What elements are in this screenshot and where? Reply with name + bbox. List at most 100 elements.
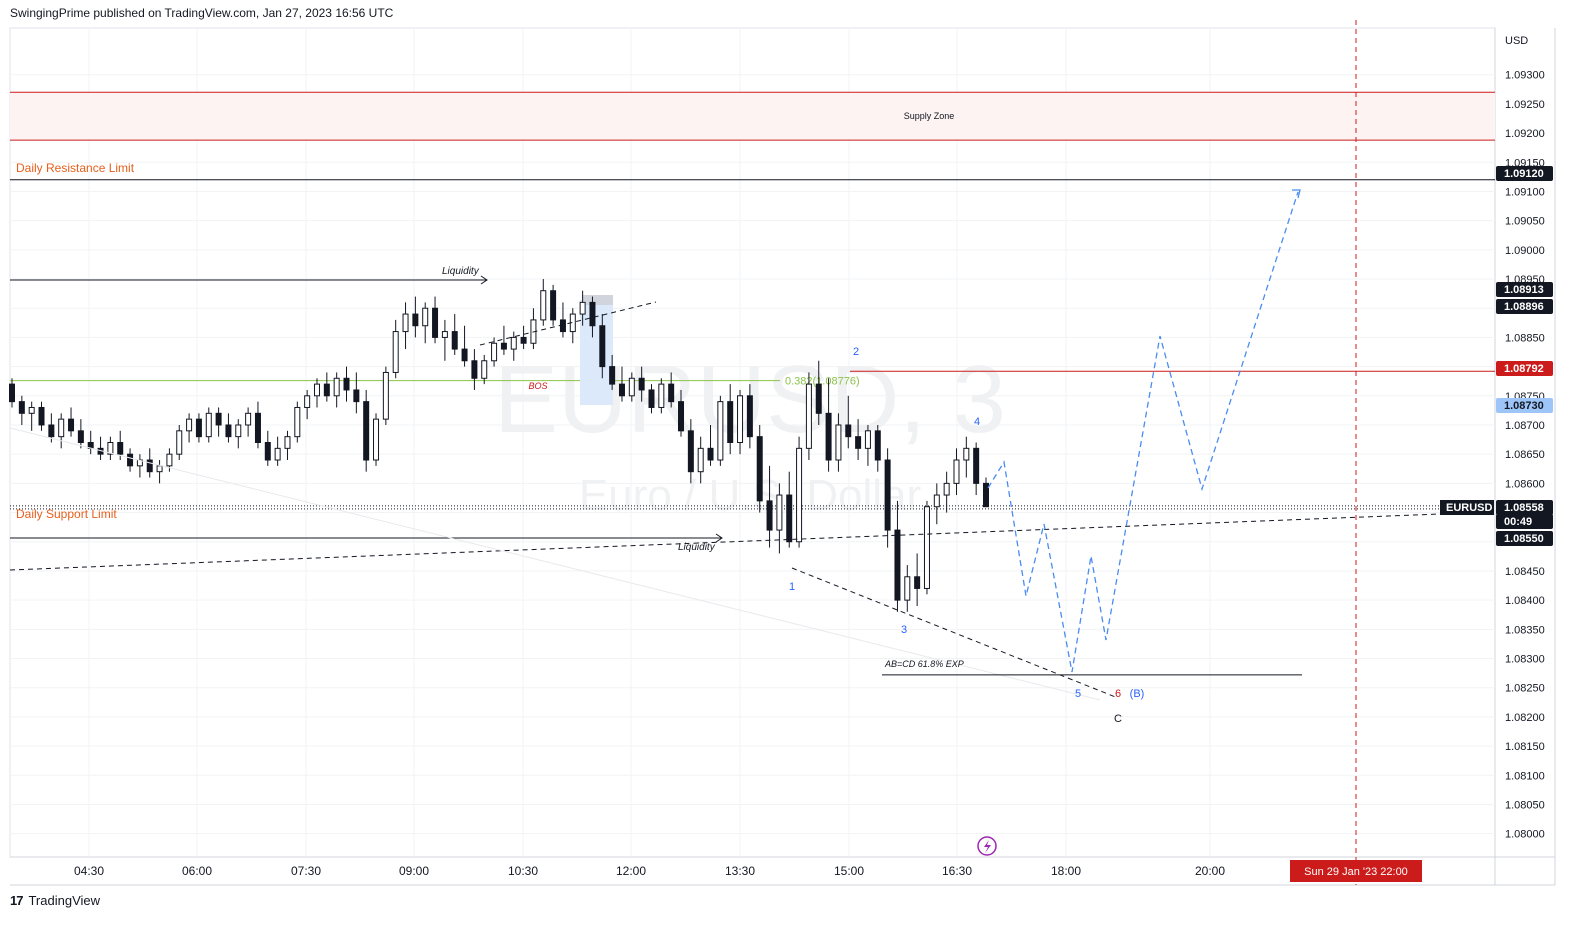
time-axis[interactable]: 04:30 06:00 07:30 09:00 10:30 12:00 13:30 15:00…	[74, 860, 1422, 882]
candle	[205, 407, 212, 443]
price-tag-label: 1.08896	[1504, 301, 1544, 313]
candle	[609, 354, 616, 390]
y-tick-label: 1.08200	[1505, 712, 1545, 724]
y-tick-label: 1.09050	[1505, 216, 1545, 228]
candle	[805, 372, 812, 461]
candle	[48, 413, 55, 443]
candle	[550, 284, 557, 326]
y-tick-label: 1.08600	[1505, 478, 1545, 490]
x-tick-label: 13:30	[725, 864, 755, 878]
candle	[923, 500, 930, 595]
price-tag-label: 1.08792	[1504, 363, 1544, 375]
candle-body	[707, 447, 714, 461]
candle-body	[973, 447, 980, 484]
candle	[225, 413, 232, 443]
candle-body	[638, 377, 645, 391]
candle-body	[599, 325, 606, 368]
candle	[717, 395, 724, 466]
watermark-name: Euro / U.S. Dollar	[579, 471, 921, 520]
candle-body	[579, 301, 586, 315]
candle	[904, 565, 911, 612]
candle	[589, 296, 596, 338]
candle-body	[727, 401, 734, 443]
price-tag: 1.08792	[1496, 361, 1553, 376]
candle	[323, 372, 330, 402]
date-tag: Sun 29 Jan '23 22:00	[1304, 866, 1408, 878]
candle	[481, 354, 488, 385]
candle-body	[805, 383, 812, 449]
candle-body	[687, 430, 694, 473]
candle-body	[628, 377, 635, 397]
overlays: Liquidity Liquidity AB=CD 61.8% EXP 1 2 3 4 5 6 (…	[9, 20, 1441, 885]
candle-body	[254, 412, 261, 443]
candle-body	[500, 342, 507, 350]
trendline-wave	[791, 567, 1119, 699]
price-axis[interactable]: 1.093001.092501.092001.091501.091001.090…	[1440, 35, 1553, 841]
x-tick-label: 20:00	[1195, 864, 1225, 878]
candle-body	[481, 360, 488, 379]
projection-arrow-icon	[1292, 189, 1301, 199]
candle-body	[195, 418, 202, 438]
price-tag-bg	[1496, 282, 1553, 297]
price-tag-bg	[1496, 514, 1553, 529]
liquidity-label-top: Liquidity	[442, 266, 480, 277]
liquidity-label-bottom: Liquidity	[678, 542, 716, 553]
candle-body	[284, 436, 291, 449]
candle	[569, 308, 576, 344]
candle	[530, 308, 537, 350]
wave-label: C	[1114, 713, 1122, 725]
price-tag-bg	[1496, 166, 1553, 181]
candle	[540, 279, 547, 326]
candle-body	[107, 442, 114, 455]
candle-body	[432, 307, 439, 338]
candle-body	[589, 301, 596, 327]
candle-body	[205, 412, 212, 438]
candle-body	[461, 348, 468, 362]
candle	[156, 460, 163, 484]
candle-body	[884, 459, 891, 531]
candle-body	[618, 383, 625, 397]
x-tick-label: 09:00	[399, 864, 429, 878]
candle-body	[68, 418, 75, 432]
candle-body	[402, 313, 409, 333]
candle	[707, 424, 714, 466]
candle	[68, 407, 75, 437]
candle	[668, 372, 675, 408]
candle-body	[363, 401, 370, 461]
candle-body	[510, 336, 517, 350]
candle-body	[796, 447, 803, 543]
candle	[353, 372, 360, 414]
wave-label: (B)	[1130, 688, 1145, 700]
candle	[766, 465, 773, 548]
y-tick-label: 1.09100	[1505, 186, 1545, 198]
candle	[245, 407, 252, 437]
projection-path	[987, 191, 1299, 673]
bos-label: BOS	[528, 381, 547, 391]
candle	[284, 430, 291, 461]
candle-body	[746, 395, 753, 438]
candle	[392, 319, 399, 379]
x-tick-label: 06:00	[182, 864, 212, 878]
lightning-bolt-icon	[984, 840, 991, 853]
zones: Supply Zone Daily Resistance Limit Daily S…	[10, 91, 1495, 521]
candle-body	[786, 494, 793, 543]
candle	[648, 384, 655, 414]
candle-body	[540, 290, 547, 321]
candle-body	[18, 401, 25, 414]
bos-highlight	[580, 300, 613, 405]
candle	[559, 302, 566, 338]
y-tick-label: 1.08850	[1505, 332, 1545, 344]
candle-body	[382, 371, 389, 420]
candle	[845, 395, 852, 449]
candle	[737, 389, 744, 455]
candle-body	[923, 506, 930, 589]
candle	[638, 366, 645, 402]
wave-label: 1	[789, 581, 795, 593]
y-tick-label: 1.08100	[1505, 770, 1545, 782]
candles	[9, 279, 989, 612]
candle-body	[323, 383, 330, 397]
candle	[914, 553, 921, 606]
candle-body	[914, 576, 921, 589]
price-tag-label: 1.08913	[1504, 284, 1544, 296]
